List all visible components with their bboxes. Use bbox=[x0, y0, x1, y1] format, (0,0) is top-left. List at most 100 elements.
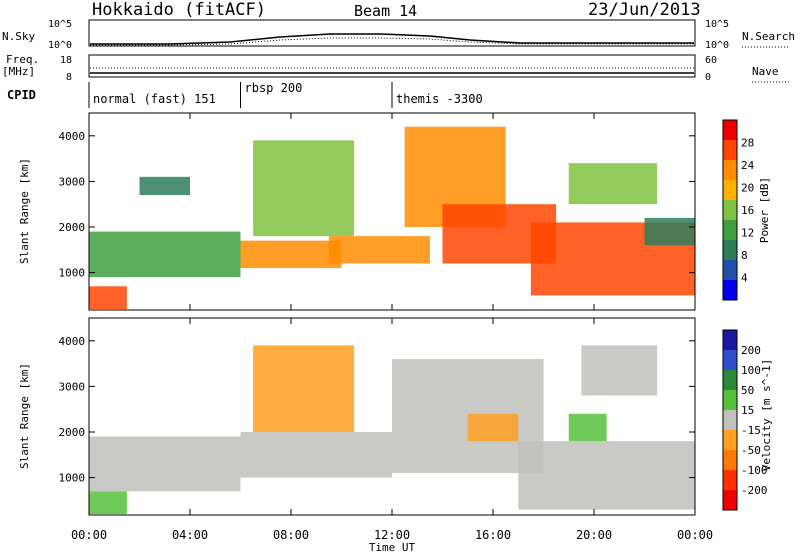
power-colorbar-tick: 20 bbox=[741, 182, 754, 195]
cpid-segment-label: themis -3300 bbox=[396, 92, 483, 106]
velocity-colorbar-cell bbox=[723, 410, 737, 430]
power-colorbar-cell bbox=[723, 120, 737, 140]
velocity-colorbar-cell bbox=[723, 470, 737, 490]
power-colorbar-cell bbox=[723, 140, 737, 160]
velocity-colorbar-tick: -200 bbox=[741, 484, 768, 497]
cpid-label: CPID bbox=[7, 88, 36, 102]
date-title: 23/Jun/2013 bbox=[588, 0, 701, 20]
power-colorbar-cell bbox=[723, 280, 737, 300]
power-colorbar-label: Power [dB] bbox=[758, 177, 771, 243]
echo-region bbox=[644, 217, 695, 246]
velocity-colorbar-cell bbox=[723, 430, 737, 450]
power-colorbar-cell bbox=[723, 240, 737, 260]
cpid-segment-label: normal (fast) 151 bbox=[93, 92, 216, 106]
velocity-colorbar-tick: 15 bbox=[741, 404, 754, 417]
y-tick-label: 2000 bbox=[59, 221, 86, 234]
count-tick-right-bottom: 10^0 bbox=[705, 40, 729, 51]
velocity-colorbar-tick: -50 bbox=[741, 444, 761, 457]
power-colorbar-cell bbox=[723, 180, 737, 200]
velocity-colorbar-label: Velocity [m s^-1] bbox=[760, 359, 773, 472]
echo-region bbox=[240, 432, 392, 478]
station-title: Hokkaido (fitACF) bbox=[92, 0, 266, 20]
y-tick-label: 4000 bbox=[59, 130, 86, 143]
y-tick-label: 1000 bbox=[59, 267, 86, 280]
power-colorbar-tick: 28 bbox=[741, 137, 754, 150]
velocity-colorbar-cell bbox=[723, 450, 737, 470]
velocity-colorbar-cell bbox=[723, 370, 737, 390]
count-traces bbox=[90, 33, 694, 46]
power-colorbar: 4 8 12 16 20 24 28 bbox=[722, 119, 755, 301]
nave-tick-top: 60 bbox=[705, 55, 717, 66]
beam-title: Beam 14 bbox=[354, 2, 418, 20]
velocity-y-label: Slant Range [km] bbox=[18, 363, 31, 469]
count-tick-left-top: 10^5 bbox=[48, 19, 72, 30]
y-tick-label: 3000 bbox=[59, 175, 86, 188]
y-tick-label: 2000 bbox=[59, 426, 86, 439]
velocity-colorbar-tick: -15 bbox=[741, 424, 761, 437]
freq-strip-frame bbox=[88, 54, 696, 78]
echo-region bbox=[89, 436, 241, 492]
echo-region bbox=[139, 176, 190, 196]
x-tick-label: 16:00 bbox=[475, 528, 511, 542]
nsearch-label: N.Search bbox=[742, 30, 795, 43]
power-colorbar-tick: 4 bbox=[741, 272, 748, 285]
velocity-echoes bbox=[89, 345, 695, 515]
x-tick-label: 12:00 bbox=[374, 528, 410, 542]
velocity-colorbar-tick: 50 bbox=[741, 384, 754, 397]
cpid-segment-label: rbsp 200 bbox=[245, 81, 303, 95]
echo-region bbox=[518, 441, 695, 510]
echo-region bbox=[253, 140, 355, 237]
y-tick-label: 4000 bbox=[59, 335, 86, 348]
power-colorbar-cell bbox=[723, 260, 737, 280]
velocity-colorbar-tick: 200 bbox=[741, 344, 761, 357]
freq-tick-top: 18 bbox=[60, 55, 72, 66]
echo-region bbox=[240, 240, 342, 269]
velocity-y-axis: 1000 2000 3000 4000 bbox=[59, 335, 695, 485]
echo-region bbox=[568, 163, 658, 205]
y-tick-label: 1000 bbox=[59, 472, 86, 485]
power-colorbar-tick: 8 bbox=[741, 249, 748, 262]
power-x-ticks bbox=[88, 113, 696, 310]
velocity-colorbar-tick: -100 bbox=[741, 464, 768, 477]
x-tick-label: 20:00 bbox=[576, 528, 612, 542]
cpid-segments: normal (fast) 151 rbsp 200 themis -3300 bbox=[93, 81, 483, 108]
nsearch-trace bbox=[90, 37, 694, 46]
x-tick-label: 08:00 bbox=[273, 528, 309, 542]
nave-tick-bottom: 0 bbox=[705, 72, 711, 83]
power-colorbar-cell bbox=[723, 200, 737, 220]
freq-tick-bottom: 8 bbox=[66, 72, 72, 83]
velocity-colorbar-tick: 100 bbox=[741, 364, 761, 377]
x-axis-label: Time UT bbox=[369, 541, 416, 554]
power-echoes bbox=[89, 126, 695, 310]
velocity-x-ticks bbox=[88, 318, 696, 515]
power-colorbar-cell bbox=[723, 220, 737, 240]
power-colorbar-tick: 16 bbox=[741, 204, 754, 217]
freq-unit-label: [MHz] bbox=[2, 65, 36, 78]
echo-region bbox=[581, 345, 658, 396]
nave-label: Nave bbox=[752, 65, 779, 78]
echo-region bbox=[568, 413, 607, 442]
echo-region bbox=[328, 236, 430, 264]
power-y-label: Slant Range [km] bbox=[18, 158, 31, 264]
nsky-label: N.Sky bbox=[2, 30, 36, 43]
velocity-colorbar-frame bbox=[722, 329, 738, 511]
nsky-trace bbox=[90, 33, 694, 45]
velocity-colorbar-cell bbox=[723, 330, 737, 350]
freq-label: Freq. bbox=[6, 53, 40, 66]
x-tick-labels: 00:00 04:00 08:00 12:00 16:00 20:00 00:00 bbox=[71, 528, 713, 542]
velocity-colorbar-cell bbox=[723, 490, 737, 510]
x-tick-label: 04:00 bbox=[172, 528, 208, 542]
power-colorbar-tick: 12 bbox=[741, 227, 754, 240]
echo-region bbox=[89, 286, 127, 310]
echo-region bbox=[89, 231, 241, 278]
count-strip-frame bbox=[88, 19, 696, 47]
x-tick-label: 00:00 bbox=[677, 528, 713, 542]
echo-region bbox=[253, 345, 355, 433]
y-tick-label: 3000 bbox=[59, 380, 86, 393]
power-colorbar-tick: 24 bbox=[741, 159, 755, 172]
velocity-colorbar-cell bbox=[723, 350, 737, 370]
power-colorbar-frame bbox=[722, 119, 738, 301]
echo-region bbox=[467, 413, 519, 442]
power-colorbar-cell bbox=[723, 160, 737, 180]
